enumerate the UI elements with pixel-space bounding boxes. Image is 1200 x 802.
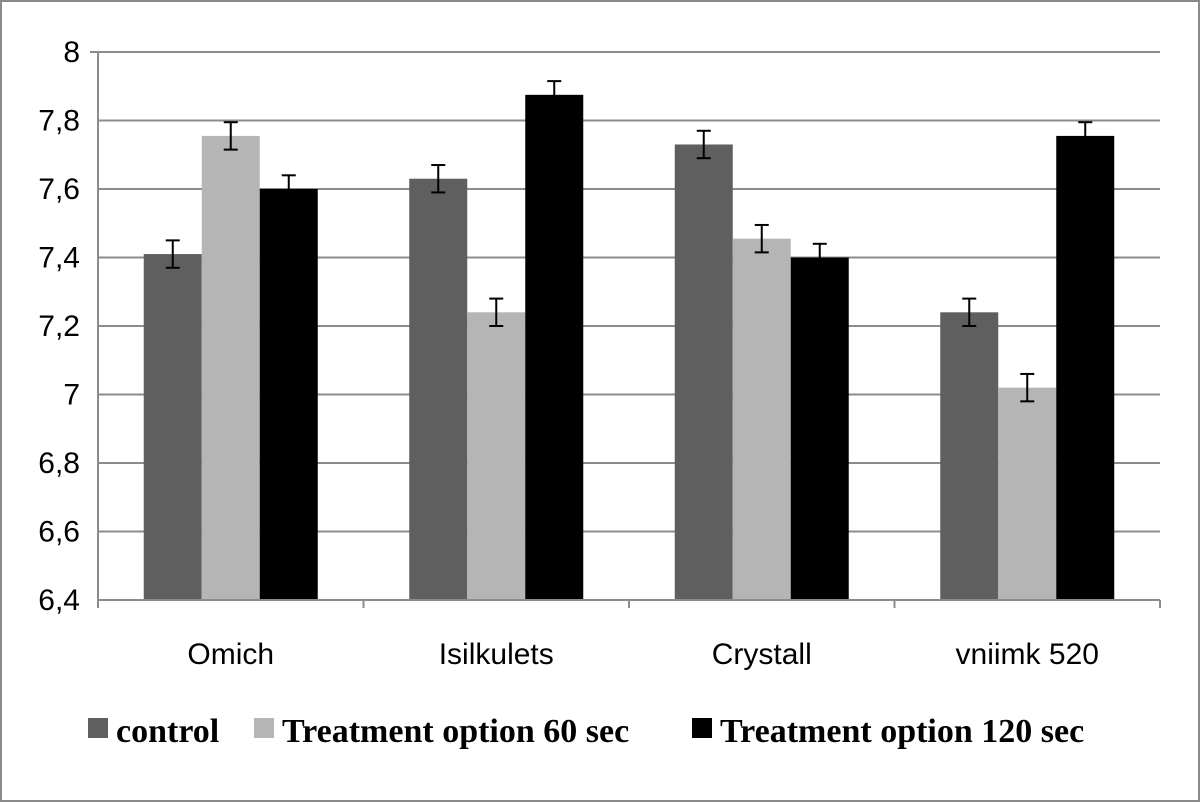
y-tick-label: 7,8	[38, 105, 80, 138]
y-tick-label: 6,4	[38, 584, 80, 617]
axes	[90, 51, 1161, 608]
y-tick-label: 6,8	[38, 447, 80, 480]
y-tick-label: 7,6	[38, 173, 80, 206]
legend-swatch	[254, 718, 274, 738]
bar-control-crystall	[674, 144, 733, 600]
category-label: vniimk 520	[956, 638, 1099, 671]
category-label: Crystall	[712, 638, 812, 671]
legend: control Treatment option 60 sec Treatment …	[88, 713, 1084, 750]
category-label: Omich	[187, 638, 274, 671]
y-tick-label: 8	[63, 36, 80, 69]
bar-control-omich	[143, 254, 202, 600]
legend-swatch	[692, 718, 712, 738]
y-tick-label: 7,4	[38, 242, 80, 275]
legend-swatch	[88, 718, 108, 738]
y-axis-tick-labels: 8 7,8 7,6 7,4 7,2 7 6,8 6,6 6,4	[38, 36, 80, 617]
bar-treatment-option-120-sec-crystall	[790, 257, 849, 600]
bar-treatment-option-120-sec-vniimk-520	[1056, 135, 1115, 600]
legend-label: control	[116, 713, 219, 750]
bar-treatment-option-120-sec-isilkulets	[525, 94, 584, 600]
bar-control-isilkulets	[409, 178, 468, 600]
bar-treatment-option-120-sec-omich	[259, 189, 318, 600]
y-tick-label: 6,6	[38, 516, 80, 549]
y-tick-label: 7	[63, 379, 80, 412]
bar-treatment-option-60-sec-omich	[201, 135, 260, 600]
category-label: Isilkulets	[439, 638, 554, 671]
bar-treatment-option-60-sec-vniimk-520	[998, 387, 1057, 600]
y-tick-label: 7,2	[38, 310, 80, 343]
bar-treatment-option-60-sec-crystall	[732, 238, 791, 600]
legend-label: Treatment option 120 sec	[720, 713, 1084, 750]
bar-treatment-option-60-sec-isilkulets	[467, 312, 526, 600]
bars	[143, 80, 1115, 600]
legend-label: Treatment option 60 sec	[282, 713, 629, 750]
x-axis-category-labels: Omich Isilkulets Crystall vniimk 520	[187, 638, 1099, 671]
bar-control-vniimk-520	[940, 312, 999, 600]
